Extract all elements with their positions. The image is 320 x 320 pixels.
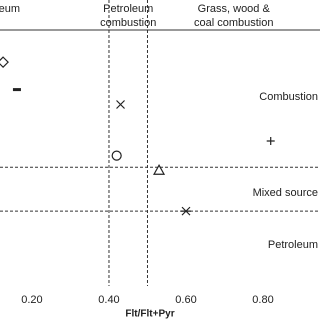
point <box>111 150 122 161</box>
region-label: Petroleum <box>268 239 318 251</box>
region-label: coal combustion <box>194 17 274 29</box>
point <box>116 100 125 109</box>
point <box>266 137 275 146</box>
x-tick-label: 0.80 <box>252 294 273 306</box>
point <box>153 163 166 175</box>
region-label: Petroleum <box>0 3 20 15</box>
region-label: Combustion <box>259 91 318 103</box>
point <box>0 56 9 68</box>
region-label: Grass, wood & <box>198 3 271 15</box>
x-tick-label: 0.20 <box>21 294 42 306</box>
region-label: Petroleum <box>103 3 153 15</box>
x-tick-label: 0.40 <box>98 294 119 306</box>
region-label: combustion <box>100 17 156 29</box>
x-tick-label: 0.60 <box>175 294 196 306</box>
x-axis-label: Flt/Flt+Pyr <box>125 309 174 320</box>
region-label: Mixed source <box>253 187 318 199</box>
point <box>180 206 191 216</box>
